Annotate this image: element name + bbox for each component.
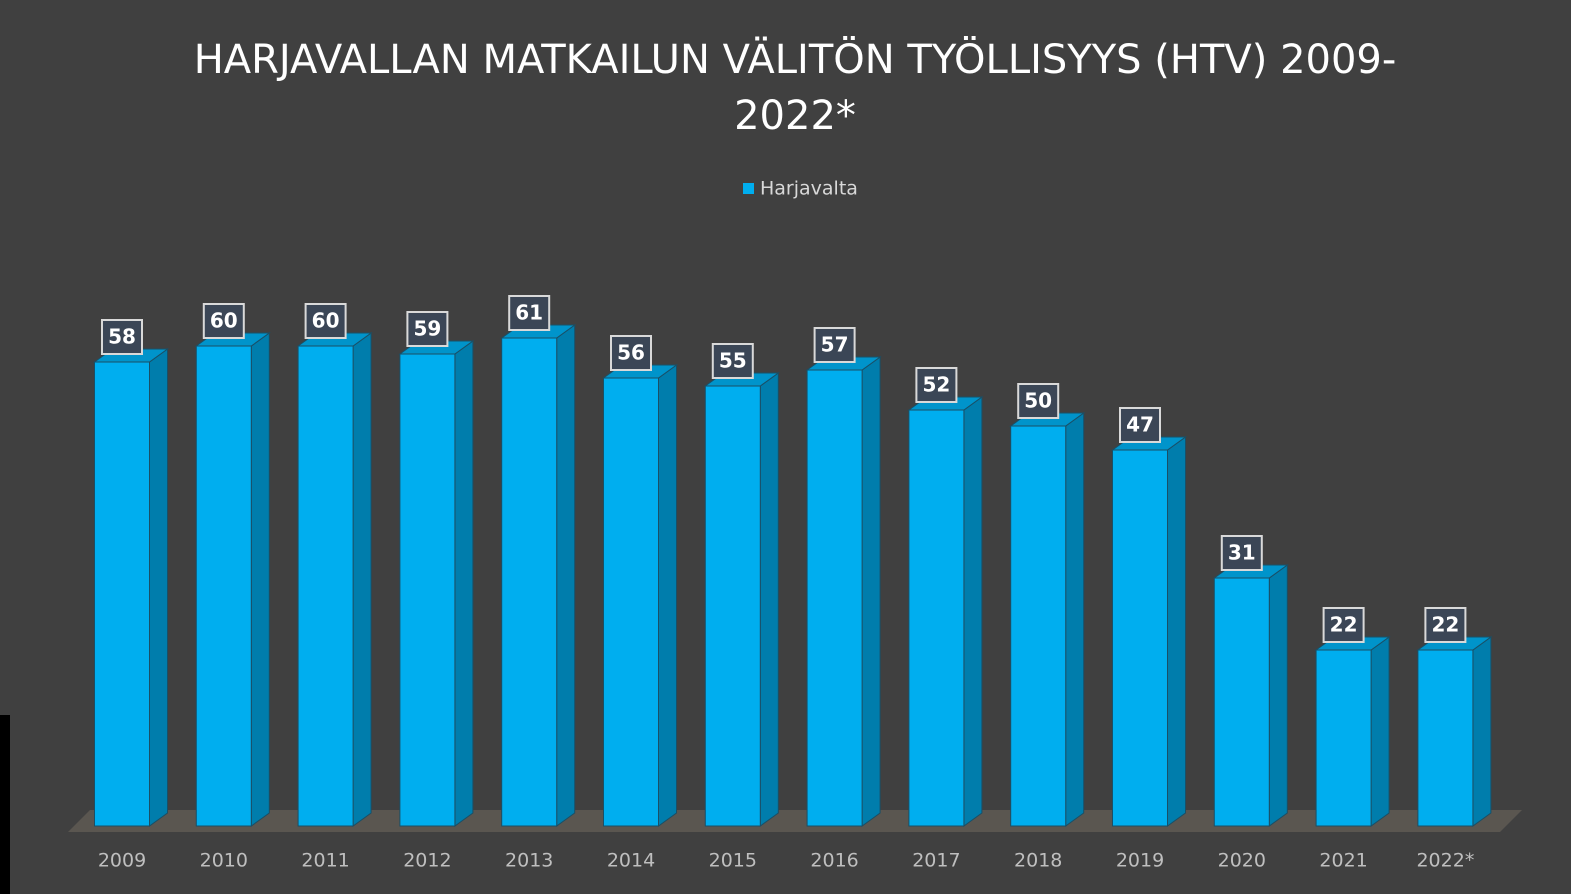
x-tick-label: 2018 [1014, 850, 1062, 872]
x-tick-label: 2022* [1416, 850, 1474, 872]
data-label-box [406, 311, 449, 347]
bar-face [352, 332, 372, 827]
data-label: 31 [1228, 541, 1256, 565]
bar [296, 332, 373, 827]
bar [500, 324, 577, 827]
bar-face [149, 348, 168, 827]
bar-face [759, 372, 779, 827]
bar [1110, 436, 1188, 827]
x-tick-label: 2016 [810, 850, 858, 872]
bar-face [1315, 649, 1372, 827]
x-tick-label: 2012 [403, 850, 451, 872]
bar [601, 364, 679, 827]
data-label-box [1017, 383, 1060, 419]
bar-face [454, 340, 474, 827]
bar-face [908, 409, 965, 827]
data-label: 59 [413, 317, 441, 341]
bar-face [297, 345, 354, 827]
data-label: 56 [617, 341, 645, 365]
x-tick-label: 2009 [98, 850, 146, 872]
data-label: 60 [210, 309, 238, 333]
bar-face [195, 345, 252, 827]
bar-face [1370, 636, 1390, 827]
data-label: 50 [1024, 389, 1052, 413]
x-tick-label: 2021 [1319, 850, 1367, 872]
bar-face [1167, 436, 1186, 827]
legend-label: Harjavalta [760, 178, 858, 200]
bar-face [1213, 577, 1270, 827]
x-tick-label: 2017 [912, 850, 960, 872]
bar-face [704, 385, 761, 827]
bar-face [806, 369, 863, 827]
data-label: 61 [515, 301, 543, 325]
x-tick-label: 2019 [1116, 850, 1164, 872]
data-label: 60 [312, 309, 340, 333]
edge [0, 715, 10, 894]
bar-face [556, 324, 576, 827]
bar [1212, 564, 1289, 827]
bar-face [399, 353, 456, 827]
bar-face [501, 337, 558, 827]
bar-face [250, 332, 270, 827]
data-label: 57 [821, 333, 849, 357]
bar-face [861, 356, 881, 827]
bar-face [1268, 564, 1288, 827]
bar-face [1010, 425, 1067, 827]
bar [92, 348, 170, 827]
data-label-box [1220, 535, 1263, 571]
x-tick-label: 2014 [607, 850, 655, 872]
bar [398, 340, 475, 827]
bar [1314, 636, 1391, 827]
data-label-box [1119, 407, 1161, 443]
x-tick-label: 2013 [505, 850, 553, 872]
x-tick-label: 2010 [200, 850, 248, 872]
bar-face [1112, 449, 1168, 827]
bar-face [603, 377, 659, 827]
bar [194, 332, 271, 827]
chart-title: 2022* [734, 93, 856, 139]
bar-face [963, 396, 983, 827]
data-label: 55 [719, 349, 747, 373]
data-label: 22 [1330, 613, 1358, 637]
data-label-box [508, 295, 551, 331]
data-label: 47 [1126, 413, 1154, 437]
data-label-box [915, 367, 958, 403]
data-label-box [304, 303, 347, 339]
data-label: 58 [108, 325, 136, 349]
data-label-box [101, 319, 143, 355]
bar-face [94, 361, 150, 827]
bar-face [1417, 649, 1474, 827]
data-label-box [202, 303, 245, 339]
data-label-box [610, 335, 652, 371]
x-tick-label: 2020 [1218, 850, 1266, 872]
bar-face [658, 364, 677, 827]
bar [703, 372, 780, 827]
bar-face [1472, 636, 1492, 827]
data-label-box [711, 343, 754, 379]
legend-swatch [743, 183, 754, 194]
chart-title: HARJAVALLAN MATKAILUN VÄLITÖN TYÖLLISYYS… [194, 35, 1397, 83]
floor [68, 810, 1522, 832]
bar [805, 356, 882, 827]
data-label-box [1424, 607, 1467, 643]
data-label-box [813, 327, 856, 363]
data-label: 22 [1431, 613, 1459, 637]
bar [907, 396, 984, 827]
bar [1416, 636, 1493, 827]
x-tick-label: 2011 [301, 850, 349, 872]
bar-face [1065, 412, 1085, 827]
x-tick-label: 2015 [709, 850, 757, 872]
bar [1009, 412, 1086, 827]
data-label: 52 [922, 373, 950, 397]
data-label-box [1322, 607, 1365, 643]
